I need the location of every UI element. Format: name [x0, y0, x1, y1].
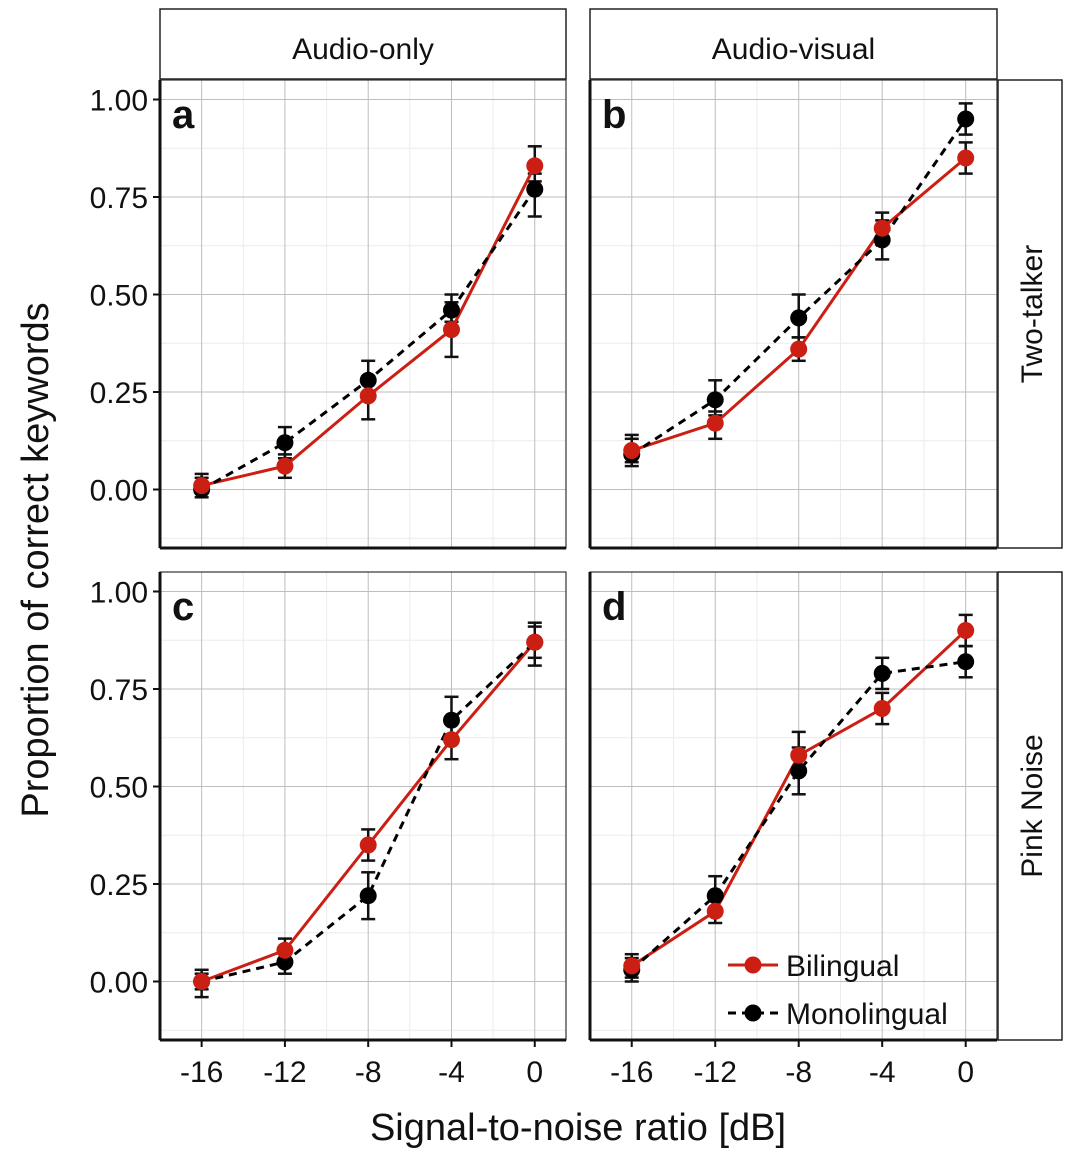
y-tick-label: 0.75: [90, 182, 148, 215]
legend-label-bilingual: Bilingual: [786, 950, 899, 983]
data-point-monolingual: [442, 301, 460, 319]
data-point-bilingual: [873, 219, 891, 237]
row-strip: [997, 571, 1063, 1041]
x-tick-label: -8: [355, 1056, 382, 1089]
data-point-monolingual: [957, 653, 975, 671]
y-tick-label: 0.00: [90, 967, 148, 1000]
x-tick-label: -16: [610, 1056, 653, 1089]
data-point-bilingual: [526, 157, 544, 175]
data-point-monolingual: [276, 434, 294, 452]
data-point-monolingual: [873, 664, 891, 682]
data-point-monolingual: [359, 887, 377, 905]
data-point-bilingual: [957, 622, 975, 639]
panel-letter: b: [602, 93, 626, 137]
y-tick-label: 1.00: [90, 85, 148, 118]
legend: Bilingual Monolingual: [728, 950, 948, 1031]
column-strip-label: Audio-only: [292, 33, 434, 66]
data-point-bilingual: [442, 731, 460, 749]
data-point-monolingual: [873, 231, 891, 249]
data-point-bilingual: [526, 633, 544, 651]
x-tick-label: -4: [869, 1056, 896, 1089]
data-point-monolingual: [790, 762, 808, 780]
legend-label-monolingual: Monolingual: [786, 998, 948, 1031]
x-tick-label: 0: [957, 1056, 974, 1089]
panel-letter: a: [172, 93, 195, 137]
data-point-bilingual: [623, 957, 641, 975]
data-point-monolingual: [359, 371, 377, 389]
x-tick-label: -16: [180, 1056, 223, 1089]
row-strip-label: Pink Noise: [1016, 734, 1049, 877]
panel-border: [159, 79, 567, 549]
legend-key-point-bilingual: [744, 956, 762, 974]
data-point-bilingual: [276, 941, 294, 959]
data-point-bilingual: [442, 321, 460, 339]
column-strip-label: Audio-visual: [712, 33, 875, 66]
panel-c: 0.00 0.25 0.50 0.75 1.00 -16 -12 -8 -4 0 c: [90, 571, 567, 1089]
column-strip: [589, 8, 998, 80]
row-strip: [997, 79, 1063, 549]
data-point-bilingual: [623, 442, 641, 459]
x-tick-label: -12: [694, 1056, 737, 1089]
data-point-monolingual: [790, 309, 808, 327]
y-tick-label: 0.00: [90, 475, 148, 508]
series-line-monolingual: [201, 641, 536, 983]
data-point-monolingual: [276, 953, 294, 971]
panel-letter: c: [172, 585, 194, 629]
x-tick-label: -4: [438, 1056, 465, 1089]
row-strip-label: Two-talker: [1016, 245, 1049, 383]
x-tick-label: -12: [263, 1056, 306, 1089]
data-point-bilingual: [276, 457, 294, 475]
data-point-bilingual: [873, 700, 891, 717]
series-line-monolingual: [630, 660, 966, 971]
data-point-bilingual: [359, 836, 377, 854]
panel-a: 0.00 0.25 0.50 0.75 1.00 a: [90, 79, 567, 550]
data-point-bilingual: [790, 746, 808, 764]
data-point-bilingual: [193, 477, 211, 495]
data-point-monolingual: [706, 887, 724, 905]
panel-border: [159, 571, 567, 1041]
x-tick-label: -8: [785, 1056, 812, 1089]
panel-d: -16 -12 -8 -4 0 d: [588, 571, 998, 1089]
y-tick-label: 1.00: [90, 577, 148, 610]
data-point-bilingual: [193, 973, 211, 990]
data-point-monolingual: [957, 110, 975, 128]
data-point-monolingual: [706, 391, 724, 409]
y-tick-label: 0.75: [90, 674, 148, 707]
panel-b: b: [588, 79, 998, 550]
data-point-bilingual: [706, 414, 724, 432]
y-axis-title: Proportion of correct keywords: [15, 302, 57, 817]
panel-letter: d: [602, 585, 626, 629]
data-point-bilingual: [790, 340, 808, 358]
x-tick-label: 0: [526, 1056, 543, 1089]
x-axis-title: Signal-to-noise ratio [dB]: [370, 1107, 786, 1149]
data-point-monolingual: [442, 711, 460, 729]
column-strip: [159, 8, 567, 80]
y-tick-label: 0.25: [90, 377, 148, 410]
legend-key-point-monolingual: [744, 1004, 762, 1022]
y-tick-label: 0.50: [90, 772, 148, 805]
data-point-bilingual: [359, 387, 377, 405]
data-point-monolingual: [526, 180, 544, 198]
y-tick-label: 0.50: [90, 280, 148, 313]
y-tick-label: 0.25: [90, 869, 148, 902]
data-point-bilingual: [706, 902, 724, 920]
data-point-bilingual: [957, 149, 975, 167]
